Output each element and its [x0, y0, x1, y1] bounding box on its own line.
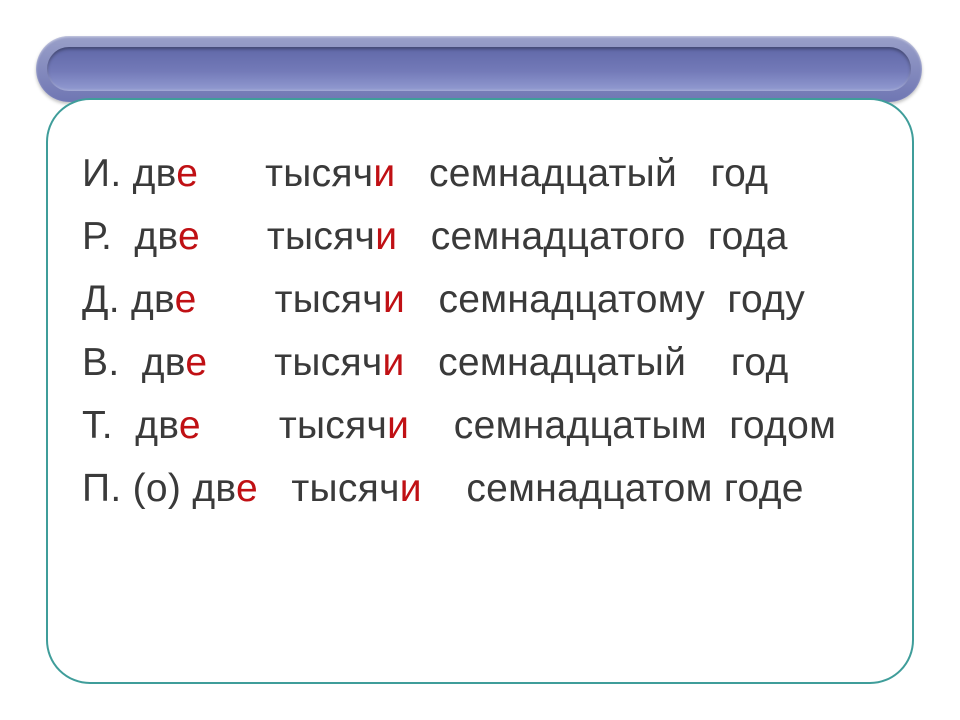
- word3: семнадцатый: [438, 341, 686, 384]
- table-row: Т. две тысячи семнадцатым годом: [82, 394, 882, 457]
- row-prefix: (о): [121, 467, 192, 510]
- row-prefix: [112, 215, 134, 258]
- word1-stem: дв: [192, 467, 236, 510]
- slide: И. две тысячи семнадцатый годР. две тыся…: [0, 0, 960, 720]
- table-row: В. две тысячи семнадцатый год: [82, 331, 882, 394]
- case-label: Р.: [82, 215, 112, 258]
- case-label: В.: [82, 341, 119, 384]
- case-label: Т.: [82, 404, 113, 447]
- word2-stem: тысяч: [265, 152, 373, 195]
- row-prefix: [119, 341, 141, 384]
- word3: семнадцатым: [454, 404, 707, 447]
- row-prefix: [121, 152, 132, 195]
- word1-ending: е: [178, 215, 200, 258]
- word2-stem: тысяч: [291, 467, 399, 510]
- word2-ending: и: [400, 467, 422, 510]
- word2-stem: тысяч: [279, 404, 387, 447]
- word1-ending: е: [176, 152, 198, 195]
- word3: семнадцатому: [438, 278, 705, 321]
- case-label: И.: [82, 152, 121, 195]
- table-row: И. две тысячи семнадцатый год: [82, 142, 882, 205]
- word3: семнадцатого: [431, 215, 686, 258]
- word1-stem: дв: [134, 215, 178, 258]
- word2-stem: тысяч: [267, 215, 375, 258]
- table-row: П. (о) две тысячи семнадцатом годе: [82, 457, 882, 520]
- declension-table: И. две тысячи семнадцатый годР. две тыся…: [82, 142, 882, 520]
- word4: году: [727, 278, 805, 321]
- title-bar-inner: [47, 47, 911, 91]
- word4: год: [731, 341, 789, 384]
- word2-ending: и: [387, 404, 409, 447]
- word4: год: [711, 152, 769, 195]
- word1-ending: е: [185, 341, 207, 384]
- word4: года: [708, 215, 788, 258]
- case-label: Д.: [82, 278, 120, 321]
- word3: семнадцатом: [466, 467, 712, 510]
- word4: годом: [729, 404, 836, 447]
- table-row: Р. две тысячи семнадцатого года: [82, 205, 882, 268]
- word3: семнадцатый: [429, 152, 677, 195]
- table-row: Д. две тысячи семнадцатому году: [82, 268, 882, 331]
- word2-ending: и: [373, 152, 395, 195]
- title-bar: [36, 36, 922, 102]
- row-prefix: [120, 278, 131, 321]
- row-prefix: [113, 404, 135, 447]
- word1-stem: дв: [131, 278, 175, 321]
- case-label: П.: [82, 467, 121, 510]
- word2-ending: и: [383, 278, 405, 321]
- word2-ending: и: [383, 341, 405, 384]
- word2-stem: тысяч: [274, 341, 382, 384]
- word1-ending: е: [179, 404, 201, 447]
- word2-ending: и: [375, 215, 397, 258]
- word1-ending: е: [236, 467, 258, 510]
- word2-stem: тысяч: [275, 278, 383, 321]
- word1-stem: дв: [133, 152, 177, 195]
- word1-ending: е: [175, 278, 197, 321]
- word1-stem: дв: [142, 341, 186, 384]
- word1-stem: дв: [135, 404, 179, 447]
- word4: годе: [724, 467, 804, 510]
